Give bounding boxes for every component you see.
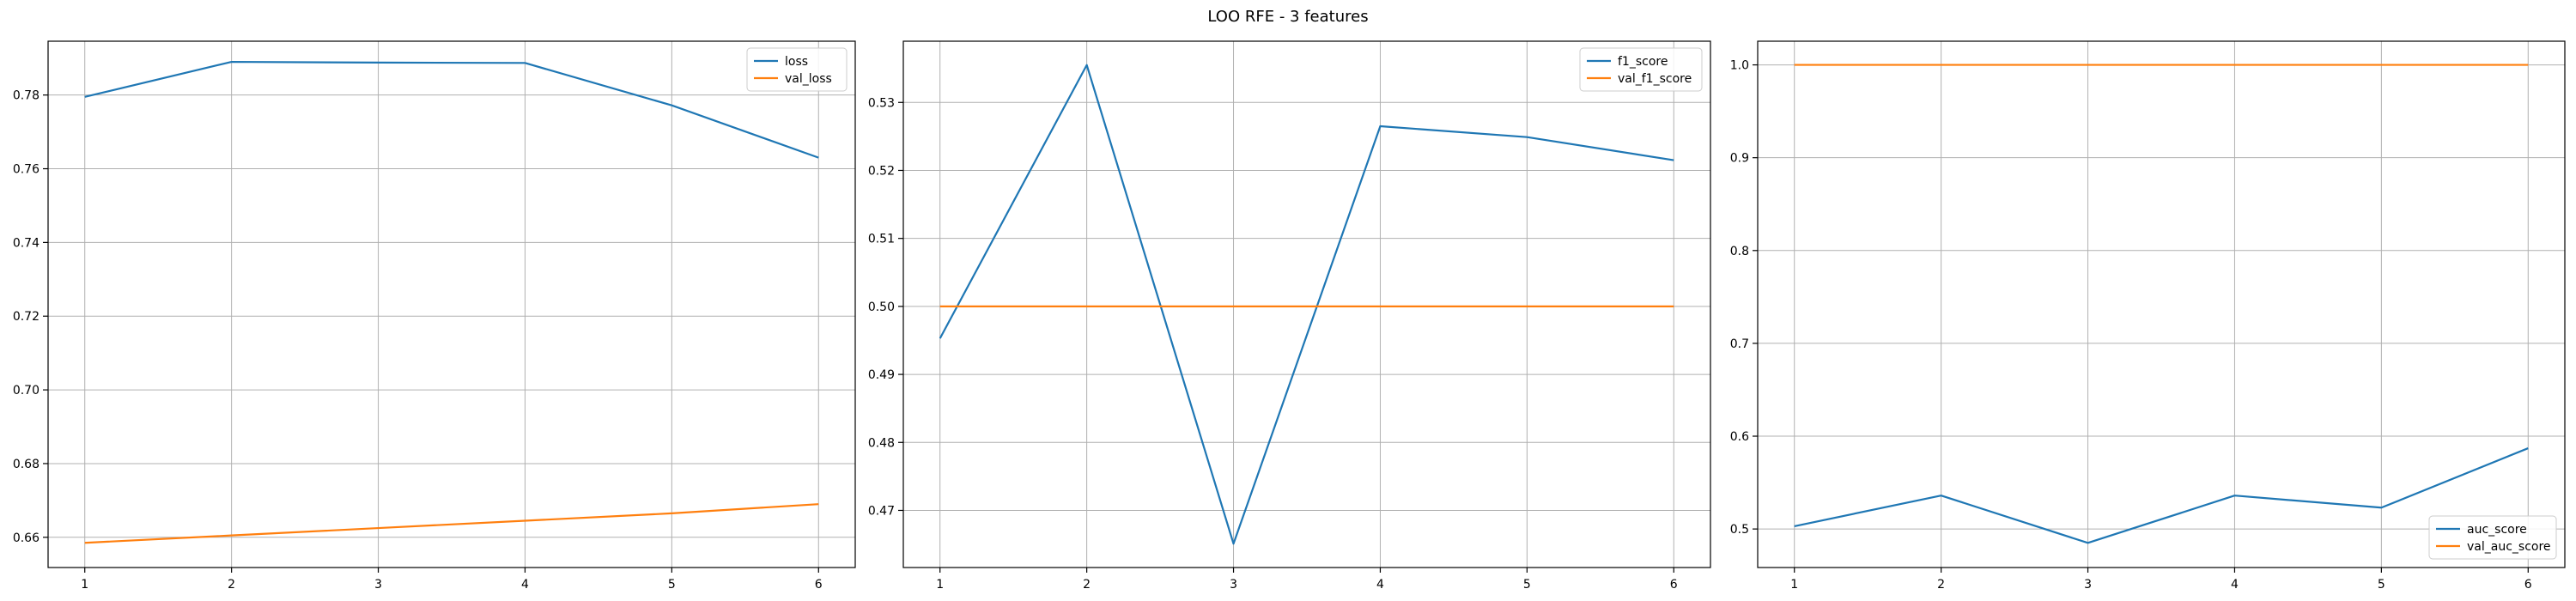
panel-auc-score: 1 2 3 4 5 6 0.5 0.6 0.7 0.8 0.9 1.0 auc_score val_auc… (1730, 40, 2566, 592)
y-tick-label: 0.74 (13, 236, 39, 250)
y-tick-label: 0.8 (1730, 245, 1749, 258)
x-tick-label: 2 (1937, 578, 1945, 592)
x-tick-label: 2 (1083, 578, 1091, 592)
y-tick-label: 0.52 (868, 164, 895, 178)
x-tick-label: 5 (2378, 578, 2385, 592)
x-tick-label: 3 (1230, 578, 1237, 592)
figure-title: LOO RFE - 3 features (1207, 8, 1369, 26)
y-tick-label: 0.50 (868, 300, 895, 314)
legend-label: auc_score (2467, 523, 2527, 537)
y-tick-label: 0.66 (13, 531, 39, 545)
x-tick-label: 1 (936, 578, 944, 592)
legend-label: val_loss (785, 72, 832, 86)
y-tick-label: 0.6 (1730, 430, 1749, 444)
legend: auc_score val_auc_score (2428, 515, 2557, 560)
legend-box (746, 47, 848, 92)
y-tick-label: 0.48 (868, 436, 895, 450)
x-tick-label: 4 (521, 578, 529, 592)
axes-frame (1757, 40, 2566, 568)
y-tick-label: 0.76 (13, 163, 39, 177)
legend-box (1579, 47, 1703, 92)
x-tick-label: 4 (2231, 578, 2239, 592)
legend-label: f1_score (1618, 55, 1668, 69)
x-tick-label: 1 (81, 578, 88, 592)
x-tick-label: 6 (1670, 578, 1678, 592)
legend-label: val_auc_score (2467, 540, 2551, 554)
y-tick-label: 0.70 (13, 384, 39, 398)
y-tick-label: 0.47 (868, 504, 895, 518)
series-line-f1-score (939, 64, 1674, 545)
x-tick-label: 5 (668, 578, 676, 592)
x-tick-label: 3 (2084, 578, 2092, 592)
series-line-loss (84, 60, 819, 159)
legend-label: loss (785, 55, 808, 69)
panel-loss: 1 2 3 4 5 6 0.66 0.68 0.70 0.72 0.74 0.76 0.78 loss va… (13, 40, 856, 592)
y-tick-label: 0.5 (1730, 523, 1749, 537)
series-line-val-loss (84, 503, 819, 544)
axes-frame (902, 40, 1711, 568)
x-tick-label: 6 (2524, 578, 2532, 592)
y-tick-label: 0.7 (1730, 337, 1749, 351)
x-tick-label: 2 (228, 578, 235, 592)
y-tick-label: 0.72 (13, 310, 39, 324)
legend-box (2428, 515, 2557, 560)
series-line-auc-score (1794, 447, 2529, 544)
x-tick-label: 5 (1523, 578, 1531, 592)
y-tick-label: 0.51 (868, 233, 895, 246)
y-tick-label: 0.78 (13, 89, 39, 103)
legend: f1_score val_f1_score (1579, 47, 1703, 92)
axes-frame (47, 40, 856, 568)
x-tick-label: 4 (1376, 578, 1384, 592)
legend: loss val_loss (746, 47, 848, 92)
y-tick-label: 0.68 (13, 458, 39, 471)
y-tick-label: 0.49 (868, 368, 895, 382)
legend-label: val_f1_score (1618, 72, 1692, 86)
panel-f1-score: 1 2 3 4 5 6 0.47 0.48 0.49 0.50 0.51 0.52 0.53 f1_sco… (868, 40, 1711, 592)
x-tick-label: 6 (815, 578, 823, 592)
y-tick-label: 0.53 (868, 96, 895, 110)
y-tick-label: 1.0 (1730, 59, 1749, 73)
x-tick-label: 1 (1790, 578, 1798, 592)
y-tick-label: 0.9 (1730, 152, 1749, 166)
x-tick-label: 3 (374, 578, 382, 592)
